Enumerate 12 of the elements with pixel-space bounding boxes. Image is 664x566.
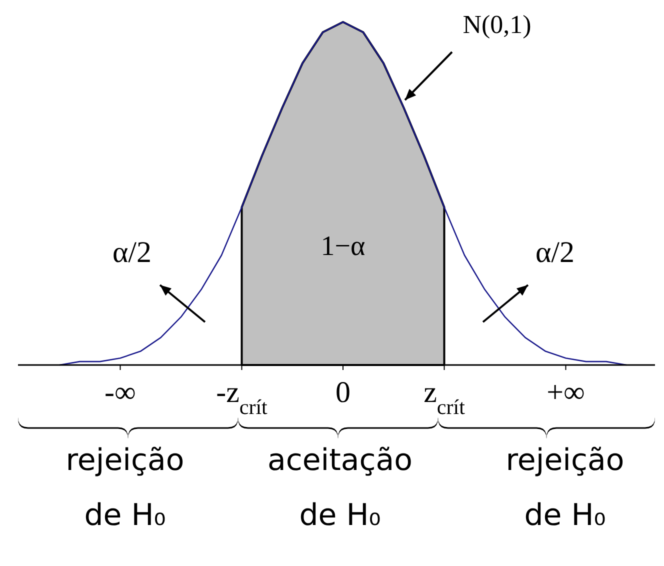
annotation: α/2 <box>535 236 575 269</box>
annotation: 1−α <box>320 231 366 262</box>
x-tick-label: -∞ <box>104 376 136 409</box>
x-tick-label: 0 <box>336 376 350 409</box>
text: rejeição de H₀ <box>506 443 624 533</box>
annotation: N(0,1) <box>462 10 532 39</box>
x-tick-label: -z$_{crít}$ <box>216 376 268 419</box>
annotation: α/2 <box>112 236 152 269</box>
x-tick-label: +∞ <box>546 376 585 409</box>
text: aceitação de H₀ <box>267 443 413 533</box>
text: rejeição de H₀ <box>66 443 184 533</box>
x-tick-label: z$_{crít}$ <box>424 376 466 419</box>
